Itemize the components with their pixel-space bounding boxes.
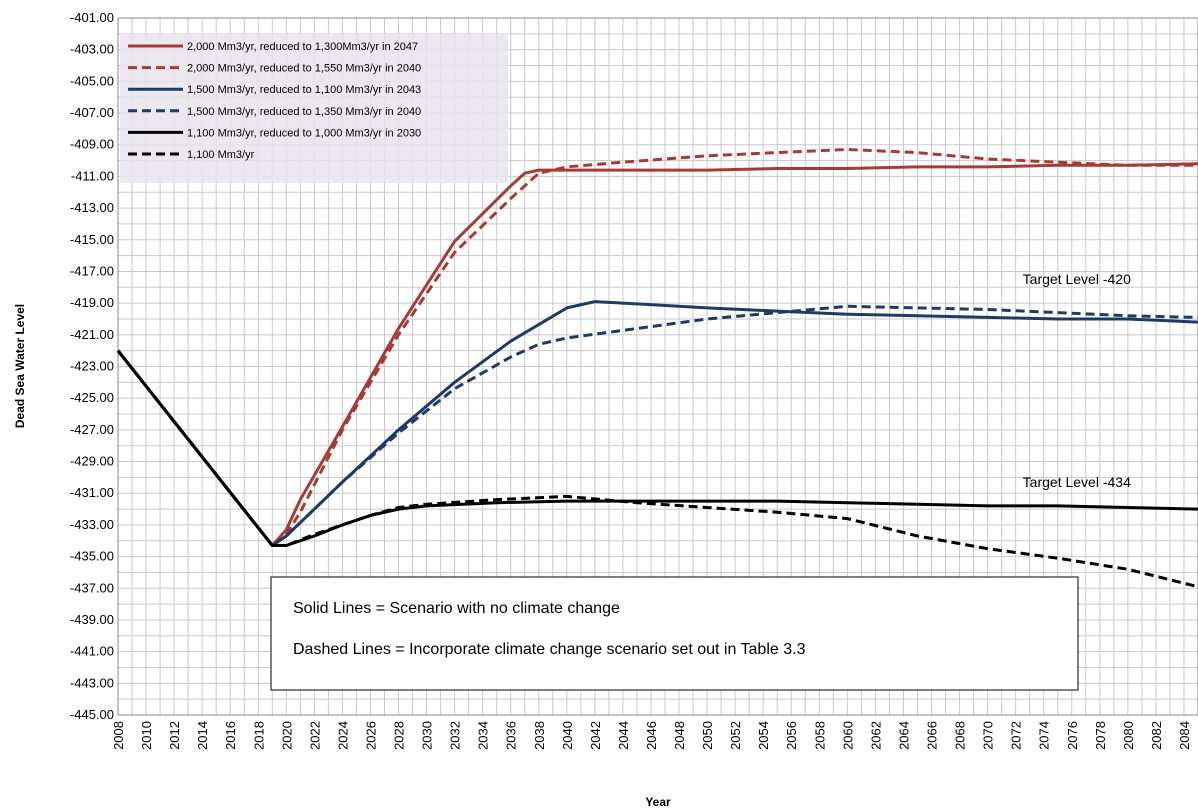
x-tick-label: 2054 — [756, 721, 771, 750]
x-tick-label: 2020 — [279, 721, 294, 750]
x-tick-label: 2058 — [812, 721, 827, 750]
y-tick-label: -441.00 — [70, 644, 114, 659]
x-tick-label: 2048 — [672, 721, 687, 750]
y-tick-label: -419.00 — [70, 295, 114, 310]
legend-label: 2,000 Mm3/yr, reduced to 1,300Mm3/yr in … — [187, 41, 418, 53]
x-tick-label: 2050 — [700, 721, 715, 750]
x-tick-label: 2038 — [532, 721, 547, 750]
y-tick-label: -405.00 — [70, 73, 114, 88]
y-tick-label: -415.00 — [70, 232, 114, 247]
x-tick-label: 2034 — [476, 721, 491, 750]
y-tick-label: -433.00 — [70, 517, 114, 532]
x-tick-label: 2066 — [925, 721, 940, 750]
x-tick-label: 2036 — [504, 721, 519, 750]
x-tick-label: 2080 — [1121, 721, 1136, 750]
target-level-label: Target Level -434 — [1023, 474, 1131, 490]
y-tick-label: -437.00 — [70, 580, 114, 595]
x-tick-label: 2052 — [728, 721, 743, 750]
y-tick-label: -417.00 — [70, 263, 114, 278]
note-line-dashed: Dashed Lines = Incorporate climate chang… — [293, 641, 806, 658]
y-tick-label: -427.00 — [70, 422, 114, 437]
note-box: Solid Lines = Scenario with no climate c… — [270, 576, 1079, 691]
y-tick-label: -445.00 — [70, 707, 114, 722]
annotations: Target Level -420 Target Level -434 — [1023, 271, 1131, 490]
x-axis-ticks: 2008 2010 2012 2014 2016 2018 2020 2022 2024 2026… — [111, 721, 1192, 750]
x-tick-label: 2070 — [981, 721, 996, 750]
x-tick-label: 2012 — [167, 721, 182, 750]
x-tick-label: 2026 — [363, 721, 378, 750]
legend-label: 2,000 Mm3/yr, reduced to 1,550 Mm3/yr in… — [187, 63, 421, 75]
legend-background — [120, 33, 508, 183]
x-tick-label: 2084 — [1177, 721, 1192, 750]
target-level-label: Target Level -420 — [1023, 271, 1131, 287]
legend-label: 1,500 Mm3/yr, reduced to 1,100 Mm3/yr in… — [187, 84, 421, 96]
x-tick-label: 2046 — [644, 721, 659, 750]
y-tick-label: -407.00 — [70, 105, 114, 120]
y-tick-label: -413.00 — [70, 200, 114, 215]
legend-label: 1,100 Mm3/yr, reduced to 1,000 Mm3/yr in… — [187, 127, 421, 139]
y-tick-label: -439.00 — [70, 612, 114, 627]
series-line-4 — [116, 304, 1198, 547]
y-tick-label: -401.00 — [70, 10, 114, 25]
x-tick-label: 2078 — [1093, 721, 1108, 750]
y-axis-ticks: -401.00 -403.00 -405.00 -407.00 -409.00 -411.… — [70, 10, 114, 722]
x-tick-label: 2044 — [616, 721, 631, 750]
x-tick-label: 2064 — [896, 721, 911, 750]
y-tick-label: -411.00 — [71, 168, 114, 183]
x-tick-label: 2024 — [335, 721, 350, 750]
x-tick-label: 2056 — [784, 721, 799, 750]
x-tick-label: 2072 — [1009, 721, 1024, 750]
x-tick-label: 2022 — [307, 721, 322, 750]
series-line-5 — [116, 349, 1198, 547]
x-tick-label: 2060 — [840, 721, 855, 750]
note-box-frame — [270, 576, 1079, 691]
x-tick-label: 2082 — [1149, 721, 1164, 750]
series-line-1 — [116, 162, 1198, 547]
x-tick-label: 2076 — [1065, 721, 1080, 750]
y-tick-label: -443.00 — [70, 675, 114, 690]
x-tick-label: 2068 — [953, 721, 968, 750]
legend-label: 1,100 Mm3/yr — [187, 149, 255, 161]
plot-frame — [117, 17, 1198, 716]
x-tick-label: 2008 — [111, 721, 126, 750]
y-tick-label: -403.00 — [70, 42, 114, 57]
y-tick-label: -409.00 — [70, 137, 114, 152]
note-line-solid: Solid Lines = Scenario with no climate c… — [293, 600, 620, 617]
x-tick-label: 2028 — [392, 721, 407, 750]
legend: 2,000 Mm3/yr, reduced to 1,300Mm3/yr in … — [120, 33, 508, 183]
x-tick-label: 2074 — [1037, 721, 1052, 750]
y-tick-label: -431.00 — [70, 485, 114, 500]
x-axis-title: Year — [645, 795, 671, 809]
x-tick-label: 2016 — [223, 721, 238, 750]
y-tick-label: -435.00 — [70, 549, 114, 564]
y-tick-label: -429.00 — [70, 454, 114, 469]
x-tick-label: 2018 — [251, 721, 266, 750]
x-tick-label: 2014 — [195, 721, 210, 750]
x-tick-label: 2042 — [588, 721, 603, 750]
x-tick-label: 2010 — [139, 721, 154, 750]
legend-label: 1,500 Mm3/yr, reduced to 1,350 Mm3/yr in… — [187, 106, 421, 118]
y-tick-label: -421.00 — [70, 327, 114, 342]
x-tick-label: 2062 — [868, 721, 883, 750]
series-line-3 — [116, 300, 1198, 547]
y-tick-label: -423.00 — [70, 359, 114, 374]
x-tick-label: 2032 — [448, 721, 463, 750]
series-line-6 — [116, 349, 1198, 589]
y-tick-label: -425.00 — [70, 390, 114, 405]
x-tick-label: 2040 — [560, 721, 575, 750]
series-lines — [116, 148, 1198, 589]
y-axis-title: Dead Sea Water Level — [13, 304, 27, 428]
x-tick-label: 2030 — [420, 721, 435, 750]
